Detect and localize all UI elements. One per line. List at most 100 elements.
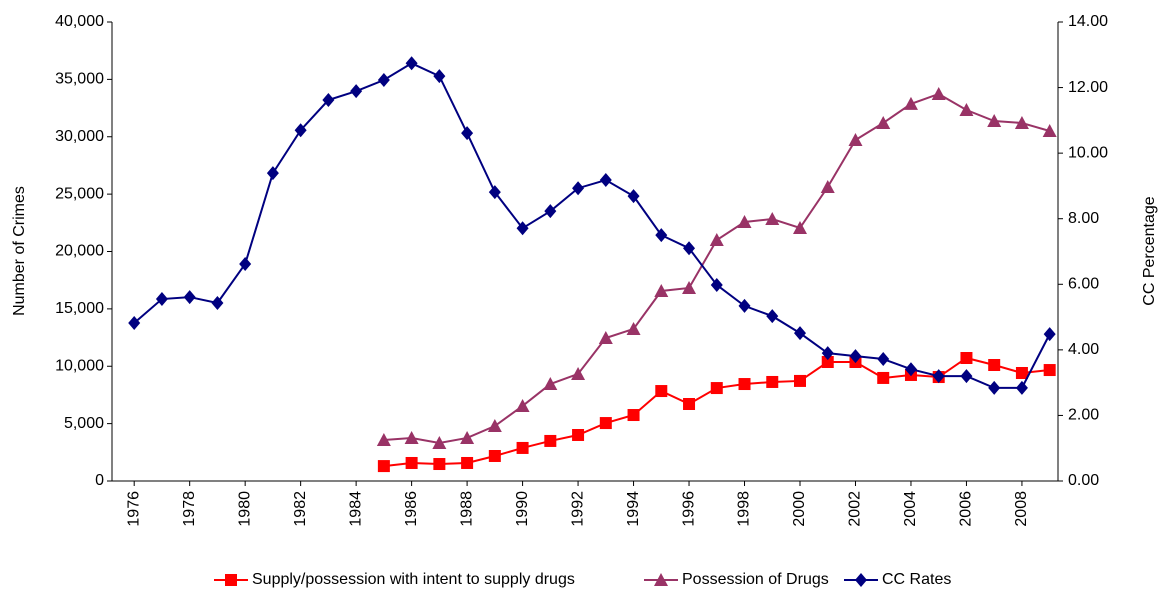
marker	[821, 356, 834, 369]
marker	[960, 369, 973, 384]
y-tick-label: 30,000	[55, 128, 104, 145]
marker	[405, 456, 418, 469]
marker	[487, 419, 502, 433]
marker	[765, 212, 780, 226]
marker	[682, 280, 697, 294]
marker	[461, 126, 474, 141]
marker	[377, 460, 390, 473]
y-tick-label: 40,000	[55, 13, 104, 30]
marker	[987, 114, 1002, 128]
y-tick-label: 0	[95, 472, 104, 489]
y-tick-label: 15,000	[55, 300, 104, 317]
x-tick-label: 2006	[958, 491, 975, 527]
marker	[544, 434, 557, 447]
marker	[322, 93, 335, 108]
marker	[904, 362, 917, 377]
marker	[960, 351, 973, 364]
marker	[849, 349, 862, 364]
marker	[903, 96, 918, 110]
marker	[709, 233, 724, 247]
marker	[599, 417, 612, 430]
marker	[932, 369, 945, 384]
y-tick-label: 10,000	[55, 357, 104, 374]
marker	[710, 382, 723, 395]
marker	[794, 326, 806, 341]
marker	[654, 573, 668, 586]
marker	[128, 315, 141, 330]
marker	[225, 574, 237, 586]
marker	[876, 115, 891, 129]
x-tick-label: 2008	[1013, 491, 1030, 527]
marker	[515, 398, 530, 412]
x-tick-label: 1976	[125, 491, 142, 527]
marker	[460, 430, 475, 444]
marker	[377, 73, 390, 88]
x-tick-label: 1998	[736, 491, 753, 527]
marker	[738, 298, 751, 313]
marker	[598, 331, 613, 345]
marker	[516, 221, 529, 236]
marker	[877, 352, 890, 367]
marker	[766, 309, 779, 324]
marker	[655, 228, 668, 243]
y2-axis-title: CC Percentage	[1141, 196, 1158, 305]
marker	[516, 441, 529, 454]
marker	[211, 295, 224, 310]
y2-tick-label: 8.00	[1068, 210, 1099, 227]
y-tick-label: 5,000	[64, 415, 104, 432]
marker	[654, 283, 669, 297]
marker	[737, 215, 752, 229]
y2-tick-label: 6.00	[1068, 276, 1099, 293]
marker	[544, 204, 557, 219]
marker	[821, 346, 834, 361]
y2-tick-label: 14.00	[1068, 13, 1108, 30]
y2-tick-label: 2.00	[1068, 407, 1099, 424]
x-tick-label: 1980	[236, 491, 253, 527]
marker	[572, 428, 585, 441]
x-tick-label: 1986	[403, 491, 420, 527]
marker	[1043, 364, 1056, 377]
legend-label: CC Rates	[882, 571, 951, 588]
marker	[683, 241, 696, 256]
marker	[1014, 115, 1029, 129]
series-line	[383, 356, 1050, 468]
marker	[239, 256, 252, 271]
marker	[155, 292, 168, 307]
marker	[432, 436, 447, 450]
y-tick-label: 35,000	[55, 71, 104, 88]
marker	[376, 433, 391, 447]
y-tick-label: 25,000	[55, 185, 104, 202]
marker	[820, 180, 835, 194]
marker	[599, 173, 612, 188]
marker	[793, 220, 807, 234]
y2-tick-label: 10.00	[1068, 144, 1108, 161]
marker	[1043, 327, 1056, 342]
marker	[931, 86, 946, 100]
x-tick-label: 2004	[902, 491, 919, 527]
y2-tick-label: 0.00	[1068, 472, 1099, 489]
marker	[710, 277, 723, 292]
marker	[626, 321, 641, 335]
y-tick-label: 20,000	[55, 243, 104, 260]
legend-label: Possession of Drugs	[682, 571, 829, 588]
x-tick-label: 1992	[569, 491, 586, 527]
y-axis-title: Number of Crimes	[11, 186, 28, 316]
marker	[266, 166, 279, 181]
y2-tick-label: 12.00	[1068, 79, 1108, 96]
marker	[405, 56, 418, 71]
marker	[571, 366, 586, 380]
marker	[794, 374, 806, 387]
marker	[988, 358, 1001, 371]
x-tick-label: 1984	[347, 491, 364, 527]
y2-tick-label: 4.00	[1068, 341, 1099, 358]
marker	[848, 132, 863, 146]
marker	[766, 375, 779, 388]
marker	[683, 398, 696, 411]
x-tick-label: 1994	[625, 491, 642, 527]
marker	[488, 185, 501, 200]
x-tick-label: 1990	[514, 491, 531, 527]
marker	[627, 409, 640, 422]
marker	[572, 181, 585, 196]
marker	[738, 378, 751, 391]
